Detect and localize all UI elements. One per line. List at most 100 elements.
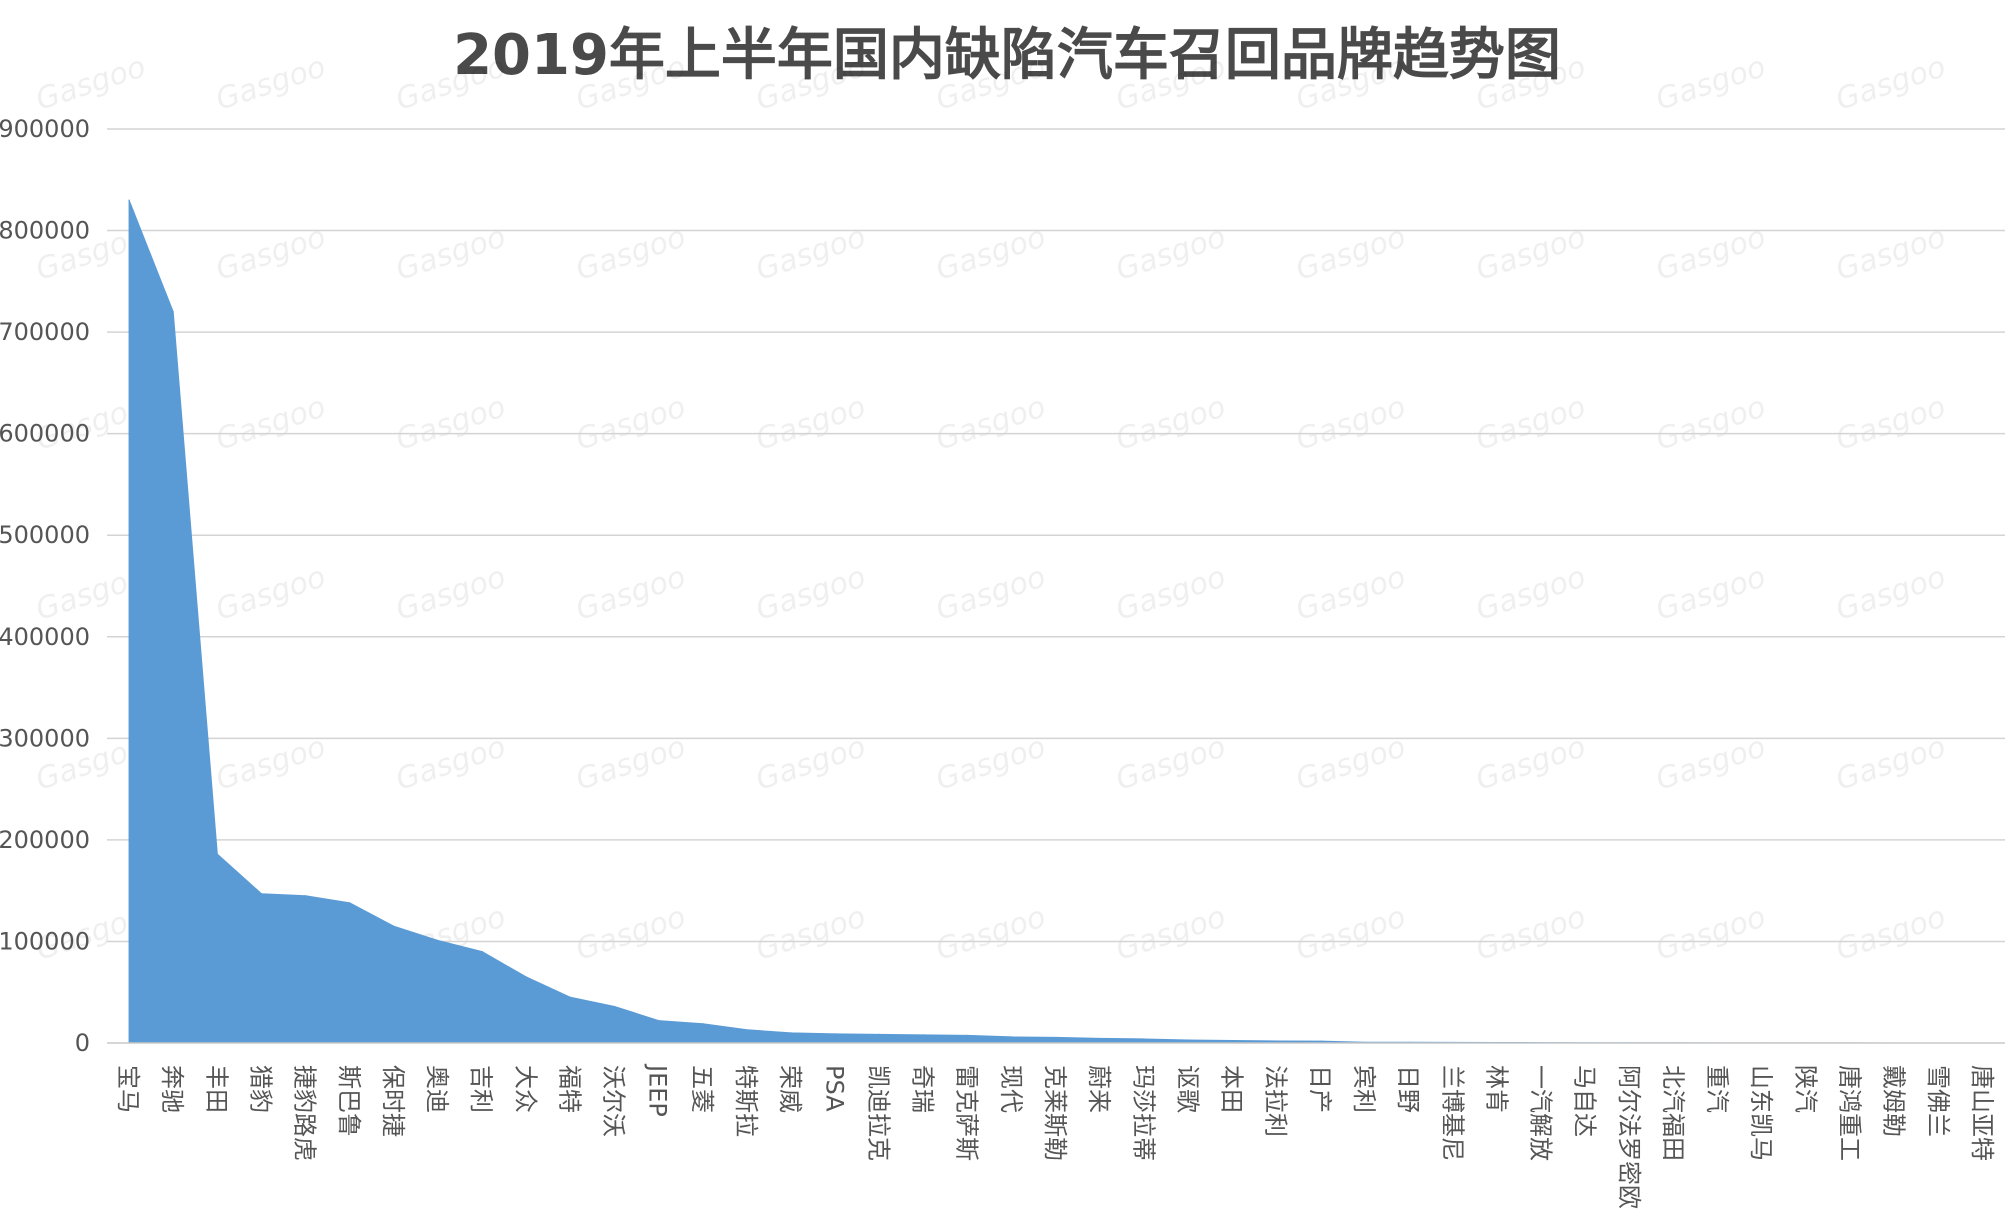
- x-tick-label: 捷豹路虎: [291, 1065, 319, 1161]
- x-tick-label: 雷克萨斯: [953, 1065, 981, 1161]
- data-point: [569, 996, 572, 998]
- watermark-text: Gasgoo: [1292, 899, 1410, 967]
- data-point: [216, 853, 218, 855]
- watermark-text: Gasgoo: [752, 559, 870, 627]
- data-point: [1055, 1036, 1057, 1039]
- x-tick-label: 克莱斯勒: [1041, 1065, 1069, 1161]
- data-point: [1099, 1037, 1101, 1040]
- x-tick-label: 奇瑞: [909, 1065, 937, 1113]
- watermark-text: Gasgoo: [1472, 729, 1590, 797]
- watermark-text: Gasgoo: [1832, 219, 1950, 287]
- x-tick-label: 现代: [997, 1065, 1025, 1113]
- y-tick-label: 600000: [0, 420, 90, 448]
- data-point: [1276, 1040, 1278, 1042]
- chart-title: 2019年上半年国内缺陷汽车召回品牌趋势图: [453, 23, 1561, 88]
- watermark-text: Gasgoo: [932, 559, 1050, 627]
- x-tick-label: 唐山亚特: [1968, 1065, 1996, 1161]
- watermark-text: Gasgoo: [212, 389, 330, 457]
- watermark-text: Gasgoo: [1112, 559, 1230, 627]
- x-tick-label: 保时捷: [379, 1065, 407, 1137]
- x-tick-label: 讴歌: [1173, 1065, 1201, 1113]
- x-tick-label: 斯巴鲁: [335, 1065, 363, 1137]
- data-point: [878, 1033, 881, 1035]
- watermark-text: Gasgoo: [1832, 899, 1950, 967]
- data-point: [349, 902, 351, 904]
- y-tick-label: 500000: [0, 521, 90, 549]
- x-tick-label: 丰田: [202, 1065, 230, 1113]
- data-point: [702, 1023, 704, 1025]
- watermark-text: Gasgoo: [1472, 49, 1590, 117]
- x-tick-label: 北汽福田: [1659, 1065, 1687, 1161]
- x-tick-label: 重汽: [1703, 1065, 1731, 1113]
- x-tick-label: 蔚来: [1085, 1065, 1113, 1113]
- x-tick-label: 奔驰: [158, 1065, 186, 1113]
- watermark-text: Gasgoo: [1652, 729, 1770, 797]
- x-tick-label: 法拉利: [1262, 1065, 1290, 1137]
- watermark-text: Gasgoo: [1832, 389, 1950, 457]
- x-tick-label: 福特: [555, 1065, 583, 1113]
- watermark-text: Gasgoo: [1112, 899, 1230, 967]
- watermark-text: Gasgoo: [1832, 559, 1950, 627]
- x-tick-label: 荣威: [776, 1065, 804, 1113]
- watermark-text: Gasgoo: [1112, 49, 1230, 117]
- data-point: [1143, 1038, 1145, 1040]
- gridlines: [107, 128, 2005, 943]
- watermark-text: Gasgoo: [392, 559, 510, 627]
- watermark-text: Gasgoo: [392, 219, 510, 287]
- y-tick-label: 100000: [0, 927, 90, 955]
- watermark-text: Gasgoo: [932, 49, 1050, 117]
- y-tick-label: 200000: [0, 826, 90, 854]
- data-point: [481, 951, 483, 953]
- y-tick-label: 800000: [0, 217, 90, 245]
- x-tick-label: 猎豹: [246, 1065, 274, 1113]
- data-point: [1011, 1036, 1013, 1038]
- data-point: [172, 311, 174, 313]
- watermark-text: Gasgoo: [932, 219, 1050, 287]
- x-tick-label: 玛莎拉蒂: [1129, 1065, 1157, 1161]
- x-tick-label: 吉利: [467, 1065, 495, 1113]
- x-tick-label: 唐鸿重工: [1836, 1065, 1864, 1161]
- watermark-text: Gasgoo: [1472, 219, 1590, 287]
- x-tick-label: 宝马: [114, 1065, 142, 1113]
- x-tick-label: 雪佛兰: [1924, 1065, 1952, 1137]
- watermark-text: Gasgoo: [212, 219, 330, 287]
- x-tick-label: 林肯: [1482, 1065, 1510, 1113]
- watermark-text: Gasgoo: [752, 729, 870, 797]
- watermark-layer: Gasgoo Gasgoo Gasgoo Gasgoo Gasgoo Gasgoo Gasg…: [32, 49, 1950, 967]
- watermark-text: Gasgoo: [392, 389, 510, 457]
- watermark-text: Gasgoo: [1652, 49, 1770, 117]
- watermark-text: Gasgoo: [1292, 389, 1410, 457]
- data-point: [1231, 1039, 1234, 1042]
- watermark-text: Gasgoo: [752, 389, 870, 457]
- watermark-text: Gasgoo: [392, 729, 510, 797]
- x-tick-label: 山东凯马: [1747, 1065, 1775, 1161]
- watermark-text: Gasgoo: [572, 219, 690, 287]
- watermark-text: Gasgoo: [212, 559, 330, 627]
- data-point: [260, 893, 263, 895]
- watermark-text: Gasgoo: [752, 219, 870, 287]
- x-tick-label: 戴姆勒: [1880, 1065, 1908, 1137]
- x-tick-label: 日野: [1394, 1065, 1422, 1113]
- watermark-text: Gasgoo: [932, 729, 1050, 797]
- watermark-text: Gasgoo: [1292, 559, 1410, 627]
- watermark-text: Gasgoo: [1832, 729, 1950, 797]
- y-tick-label: 900000: [0, 115, 90, 143]
- y-tick-label: 300000: [0, 724, 90, 752]
- data-point: [393, 925, 395, 927]
- x-tick-label: 五菱: [688, 1065, 716, 1113]
- watermark-text: Gasgoo: [932, 389, 1050, 457]
- x-tick-label: 沃尔沃: [600, 1065, 628, 1137]
- data-point: [790, 1032, 792, 1034]
- watermark-text: Gasgoo: [1112, 729, 1230, 797]
- watermark-text: Gasgoo: [932, 899, 1050, 967]
- y-tick-label: 400000: [0, 623, 90, 651]
- watermark-text: Gasgoo: [1292, 49, 1410, 117]
- watermark-text: Gasgoo: [1292, 219, 1410, 287]
- data-point: [128, 199, 130, 201]
- data-point: [437, 939, 439, 942]
- x-tick-label: 特斯拉: [732, 1065, 760, 1137]
- x-tick-labels: 宝马 奔驰 丰田 猎豹 捷豹路虎 斯巴鲁 保时捷 奥迪 吉利 大众 福特 沃尔沃 JEEP 五菱 特斯拉 荣威…: [114, 1063, 1996, 1209]
- data-point: [922, 1034, 925, 1036]
- x-tick-label: 陕汽: [1791, 1065, 1819, 1113]
